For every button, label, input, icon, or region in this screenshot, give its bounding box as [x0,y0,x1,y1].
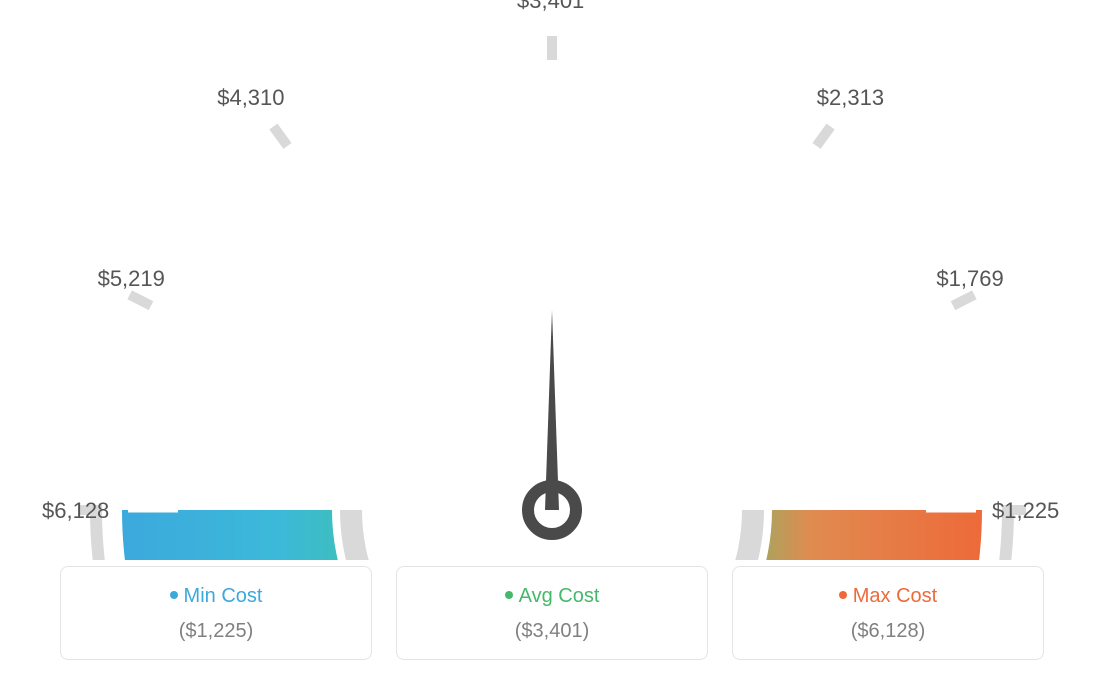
gauge-major-tick [130,295,151,306]
gauge-tick-label: $4,310 [217,85,284,111]
gauge-minor-tick [634,95,640,124]
legend-title-min-text: Min Cost [184,585,263,607]
legend-dot-avg [505,591,513,599]
legend-title-min: Min Cost [71,585,361,608]
legend-dot-min [170,591,178,599]
gauge-tick-label: $6,128 [42,498,109,524]
legend-title-avg: Avg Cost [407,585,697,608]
legend-value-min: ($1,225) [71,620,361,643]
gauge-major-inner-tick [303,167,332,207]
gauge-tick-label: $3,401 [517,0,584,14]
gauge-tick-label: $1,225 [992,498,1059,524]
gauge-major-tick [273,127,287,146]
gauge-major-inner-tick [772,167,801,207]
legend-title-avg-text: Avg Cost [519,585,600,607]
gauge-tick-label: $1,769 [936,266,1003,292]
gauge-minor-tick [927,379,956,388]
gauge-minor-tick [380,123,392,150]
gauge-minor-tick [464,95,470,124]
gauge-tick-label: $5,219 [98,266,165,292]
legend-title-max-text: Max Cost [853,585,937,607]
legend-card-max: Max Cost ($6,128) [732,566,1044,660]
gauge-major-inner-tick [174,318,219,341]
gauge-minor-tick [941,444,971,449]
gauge-minor-tick [831,210,852,231]
gauge-minor-tick [133,444,163,449]
legend-row: Min Cost ($1,225) Avg Cost ($3,401) Max … [60,566,1044,660]
legend-value-avg: ($3,401) [407,620,697,643]
gauge-major-tick [817,127,831,146]
gauge-major-inner-tick [885,318,930,341]
gauge-major-tick [953,295,974,306]
gauge-minor-tick [712,123,724,150]
gauge-tick-label: $2,313 [817,85,884,111]
gauge-minor-tick [149,379,178,388]
legend-value-max: ($6,128) [743,620,1033,643]
cost-gauge-container: $1,225 $1,769 $2,313 $3,401 $4,310 $5,219 $6,1… [0,0,1104,690]
gauge-minor-tick [871,261,895,279]
legend-card-avg: Avg Cost ($3,401) [396,566,708,660]
legend-dot-max [839,591,847,599]
gauge-minor-tick [209,261,233,279]
gauge-area: $1,225 $1,769 $2,313 $3,401 $4,310 $5,219 $6,1… [0,0,1104,560]
legend-card-min: Min Cost ($1,225) [60,566,372,660]
gauge-minor-tick [252,210,273,231]
legend-title-max: Max Cost [743,585,1033,608]
